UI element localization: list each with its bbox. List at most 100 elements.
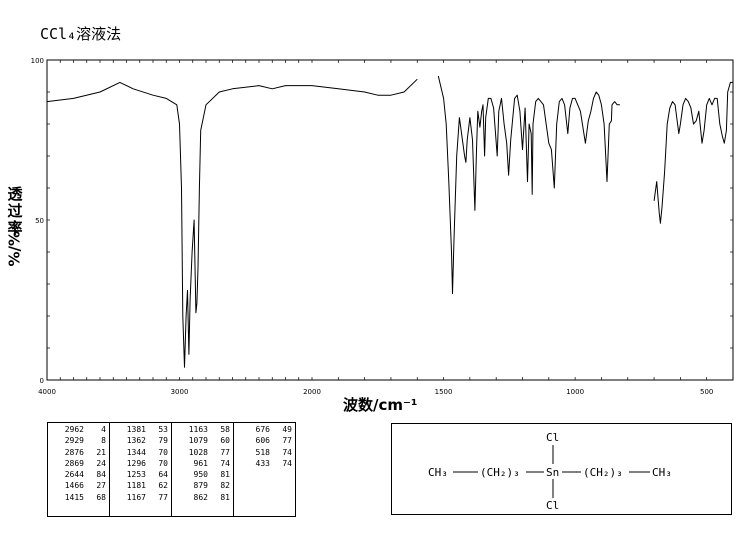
- y-axis-label-char: 过: [7, 202, 23, 220]
- peak-wavenumber: 862: [193, 492, 208, 502]
- peak-entry: 1253 64: [116, 469, 168, 480]
- peak-transmittance: 77: [158, 492, 168, 502]
- cl-top-label: Cl: [546, 431, 559, 444]
- peak-wavenumber: 2644: [64, 470, 84, 480]
- peak-entry: 606 77: [240, 435, 292, 446]
- peak-wavenumber: 676: [255, 425, 270, 434]
- peak-wavenumber: 950: [193, 470, 208, 480]
- peak-transmittance: 68: [96, 492, 106, 502]
- peak-transmittance: 79: [158, 436, 168, 446]
- peak-entry: 1181 62: [116, 480, 168, 491]
- y-axis-label-char: 透: [7, 185, 23, 203]
- peak-entry: 862 81: [178, 492, 230, 503]
- left-ch3-label: CH₃: [428, 466, 448, 479]
- peak-transmittance: 77: [220, 447, 230, 457]
- peak-wavenumber: 1079: [188, 436, 208, 446]
- x-tick-label: 3000: [171, 388, 189, 396]
- tin-label: Sn: [546, 466, 559, 479]
- peak-wavenumber: 1381: [126, 425, 146, 434]
- peak-entry: 2869 24: [54, 458, 106, 469]
- x-tick-label: 1000: [566, 388, 584, 396]
- x-tick-label: 1500: [435, 388, 453, 396]
- y-tick-label: 0: [40, 377, 44, 385]
- peak-transmittance: 74: [282, 458, 292, 468]
- peak-table-column: 2962 4 2929 8 2876 21 2869 24 2644 84 1466 27 1415 68: [47, 422, 110, 517]
- peak-entry: 1296 70: [116, 458, 168, 469]
- y-axis-label-char: 率: [7, 219, 23, 237]
- peak-wavenumber: 1167: [126, 492, 146, 502]
- peak-transmittance: 70: [158, 458, 168, 468]
- peak-table-row: 2962 4 2929 8 2876 21 2869 24 2644 84 1466 27 1415 68…: [47, 422, 296, 517]
- peak-entry: 518 74: [240, 447, 292, 458]
- peak-entry: 1079 60: [178, 435, 230, 446]
- peak-wavenumber: 2876: [64, 447, 84, 457]
- peak-wavenumber: 433: [255, 458, 270, 468]
- peak-entry: 2962 4: [54, 424, 106, 435]
- peak-transmittance: 74: [220, 458, 230, 468]
- x-tick-label: 2000: [303, 388, 321, 396]
- peak-wavenumber: 1466: [64, 481, 84, 491]
- peak-transmittance: 8: [101, 436, 106, 446]
- peak-wavenumber: 2962: [64, 425, 84, 434]
- peak-transmittance: 70: [158, 447, 168, 457]
- peak-wavenumber: 1253: [126, 470, 146, 480]
- peak-table-column: 676 49 606 77 518 74 433 74: [234, 423, 296, 517]
- plot-frame: [46, 59, 734, 381]
- peak-entry: 1167 77: [116, 492, 168, 503]
- peak-entry: 1344 70: [116, 447, 168, 458]
- peak-entry: 2876 21: [54, 447, 106, 458]
- peak-entry: 1028 77: [178, 447, 230, 458]
- peak-entry: 676 49: [240, 424, 292, 435]
- peak-entry: 2929 8: [54, 435, 106, 446]
- peak-transmittance: 24: [96, 458, 106, 468]
- peak-wavenumber: 2869: [64, 458, 84, 468]
- spectrum-lines: [46, 75, 733, 368]
- x-axis-label: 波数/cm⁻¹: [343, 396, 418, 414]
- peak-entry: 1381 53: [116, 424, 168, 435]
- peak-wavenumber: 1344: [126, 447, 146, 457]
- left-chain-label: (CH₂)₃: [480, 466, 520, 479]
- structure-diagram: Cl Cl CH₃ (CH₂)₃ Sn (CH₂)₃ CH₃: [428, 431, 672, 512]
- peak-entry: 1466 27: [54, 480, 106, 491]
- spectrum-line: [437, 75, 620, 295]
- x-tick-label: 4000: [38, 388, 56, 396]
- peak-transmittance: 27: [96, 481, 106, 491]
- y-tick-label: 100: [31, 57, 44, 65]
- peak-entry: 1362 79: [116, 435, 168, 446]
- peak-wavenumber: 1362: [126, 436, 146, 446]
- peak-transmittance: 60: [220, 436, 230, 446]
- right-chain-label: (CH₂)₃: [583, 466, 623, 479]
- spectrum-line: [46, 78, 418, 368]
- peak-transmittance: 21: [96, 447, 106, 457]
- spectrum-line: [653, 81, 733, 224]
- peak-wavenumber: 1296: [126, 458, 146, 468]
- peak-transmittance: 74: [282, 447, 292, 457]
- peak-transmittance: 49: [282, 425, 292, 434]
- peak-entry: 879 82: [178, 480, 230, 491]
- peak-transmittance: 82: [220, 481, 230, 491]
- x-tick-label: 500: [700, 388, 713, 396]
- peak-wavenumber: 1163: [188, 425, 208, 434]
- y-axis-unit: %/%: [5, 230, 24, 267]
- peak-transmittance: 58: [220, 425, 230, 434]
- peak-entry: 950 81: [178, 469, 230, 480]
- peak-transmittance: 53: [158, 425, 168, 434]
- right-ch3-label: CH₃: [652, 466, 672, 479]
- page-title: CCl₄溶液法: [40, 25, 122, 43]
- peak-transmittance: 84: [96, 470, 106, 480]
- y-tick-label: 50: [35, 217, 44, 225]
- peak-wavenumber: 1028: [188, 447, 208, 457]
- peak-entry: 1163 58: [178, 424, 230, 435]
- peak-entry: 1415 68: [54, 492, 106, 503]
- peak-wavenumber: 879: [193, 481, 208, 491]
- ir-spectrum-chart: 4000 3000 2000 1500 1000 500 0 50 100: [31, 57, 734, 396]
- peak-transmittance: 64: [158, 470, 168, 480]
- peak-wavenumber: 1415: [64, 492, 84, 502]
- peak-wavenumber: 1181: [126, 481, 146, 491]
- peak-wavenumber: 606: [255, 436, 270, 446]
- peak-entry: 433 74: [240, 458, 292, 469]
- structure-box: Cl Cl CH₃ (CH₂)₃ Sn (CH₂)₃ CH₃: [391, 423, 732, 515]
- peak-wavenumber: 2929: [64, 436, 84, 446]
- peak-table: 2962 4 2929 8 2876 21 2869 24 2644 84 1466 27 1415 68…: [47, 422, 296, 517]
- peak-wavenumber: 518: [255, 447, 270, 457]
